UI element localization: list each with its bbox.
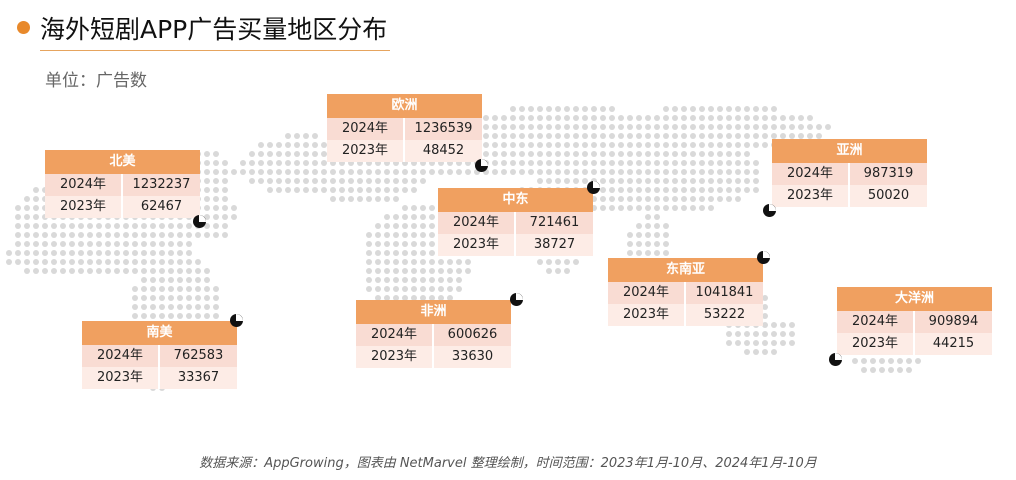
value-2023: 62467 (140, 199, 183, 214)
title-bullet-icon (17, 21, 30, 34)
year-label: 2024年 (82, 345, 160, 367)
value-2023: 38727 (533, 237, 576, 252)
row-2024: 2024年 762583 (82, 345, 237, 367)
region-name: 东南亚 (608, 258, 763, 282)
value-2024: 721461 (529, 215, 580, 230)
row-2023: 2023年 50020 (772, 185, 927, 207)
region-table-north-america: 北美 2024年 1232237 2023年 62467 (45, 150, 200, 218)
row-2024: 2024年 1232237 (45, 174, 200, 196)
location-pin-icon (757, 251, 770, 264)
year-label: 2023年 (327, 140, 405, 162)
year-label: 2024年 (45, 174, 123, 196)
row-2024: 2024年 721461 (438, 212, 593, 234)
value-2024: 1236539 (414, 121, 473, 136)
row-2023: 2023年 53222 (608, 304, 763, 326)
region-table-africa: 非洲 2024年 600626 2023年 33630 (356, 300, 511, 368)
region-table-asia: 亚洲 2024年 987319 2023年 50020 (772, 139, 927, 207)
location-pin-icon (587, 181, 600, 194)
region-table-oceania: 大洋洲 2024年 909894 2023年 44215 (837, 287, 992, 355)
value-2023: 53222 (703, 307, 746, 322)
region-name: 欧洲 (327, 94, 482, 118)
page-title: 海外短剧APP广告买量地区分布 (40, 15, 388, 44)
year-label: 2023年 (772, 185, 850, 207)
region-table-middle-east: 中东 2024年 721461 2023年 38727 (438, 188, 593, 256)
year-label: 2024年 (438, 212, 516, 234)
value-2023: 33367 (177, 370, 220, 385)
value-2024: 1041841 (695, 285, 754, 300)
year-label: 2024年 (608, 282, 686, 304)
year-label: 2023年 (356, 346, 434, 368)
unit-label: 单位：广告数 (45, 71, 147, 91)
region-name: 中东 (438, 188, 593, 212)
region-name: 非洲 (356, 300, 511, 324)
row-2024: 2024年 987319 (772, 163, 927, 185)
row-2023: 2023年 33367 (82, 367, 237, 389)
row-2024: 2024年 600626 (356, 324, 511, 346)
region-name: 北美 (45, 150, 200, 174)
year-label: 2024年 (837, 311, 915, 333)
location-pin-icon (193, 215, 206, 228)
value-2024: 762583 (173, 348, 224, 363)
row-2023: 2023年 38727 (438, 234, 593, 256)
region-table-south-america: 南美 2024年 762583 2023年 33367 (82, 321, 237, 389)
value-2023: 33630 (451, 349, 494, 364)
year-label: 2023年 (438, 234, 516, 256)
location-pin-icon (829, 353, 842, 366)
region-table-southeast-asia: 东南亚 2024年 1041841 2023年 53222 (608, 258, 763, 326)
location-pin-icon (763, 204, 776, 217)
value-2024: 909894 (928, 314, 979, 329)
source-note: 数据来源：AppGrowing，图表由 NetMarvel 整理绘制，时间范围：… (199, 456, 817, 471)
title-divider (40, 50, 390, 51)
location-pin-icon (230, 314, 243, 327)
year-label: 2023年 (837, 333, 915, 355)
location-pin-icon (510, 293, 523, 306)
region-name: 大洋洲 (837, 287, 992, 311)
value-2023: 44215 (932, 336, 975, 351)
year-label: 2024年 (772, 163, 850, 185)
value-2024: 600626 (447, 327, 498, 342)
row-2024: 2024年 1236539 (327, 118, 482, 140)
row-2023: 2023年 33630 (356, 346, 511, 368)
row-2023: 2023年 44215 (837, 333, 992, 355)
row-2024: 2024年 909894 (837, 311, 992, 333)
year-label: 2023年 (45, 196, 123, 218)
row-2023: 2023年 62467 (45, 196, 200, 218)
value-2023: 48452 (422, 143, 465, 158)
region-table-europe: 欧洲 2024年 1236539 2023年 48452 (327, 94, 482, 162)
year-label: 2023年 (608, 304, 686, 326)
value-2024: 1232237 (132, 177, 191, 192)
year-label: 2023年 (82, 367, 160, 389)
value-2023: 50020 (867, 188, 910, 203)
year-label: 2024年 (356, 324, 434, 346)
row-2023: 2023年 48452 (327, 140, 482, 162)
region-name: 南美 (82, 321, 237, 345)
location-pin-icon (475, 159, 488, 172)
region-name: 亚洲 (772, 139, 927, 163)
year-label: 2024年 (327, 118, 405, 140)
value-2024: 987319 (863, 166, 914, 181)
row-2024: 2024年 1041841 (608, 282, 763, 304)
